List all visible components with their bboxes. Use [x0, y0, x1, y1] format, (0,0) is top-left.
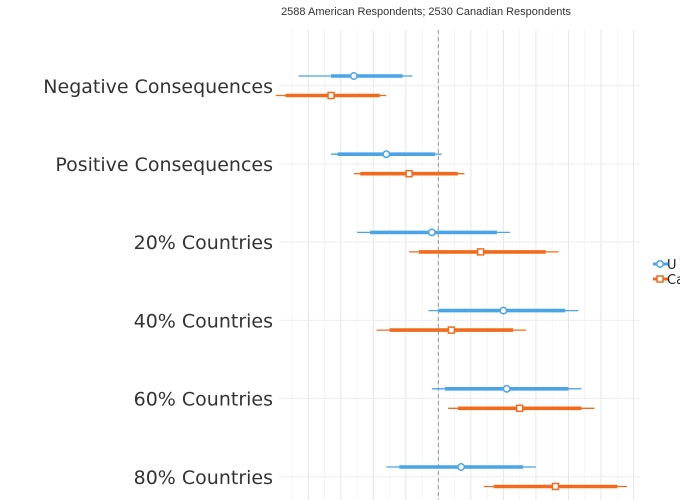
legend-label: U: [667, 258, 677, 273]
category-label: 80% Countries: [134, 467, 273, 489]
estimate-point: [447, 326, 456, 334]
estimate-point: [382, 150, 391, 159]
estimate-point: [457, 463, 466, 471]
category-labels: Negative Consequences Positive Consequenc…: [43, 76, 273, 489]
category-label: 60% Countries: [134, 389, 273, 411]
chart-subtitle: 2588 American Respondents; 2530 Canadian…: [281, 6, 571, 18]
estimate-point: [502, 384, 511, 393]
legend-label: Ca: [667, 273, 680, 288]
estimate-point: [476, 248, 485, 256]
category-label: 20% Countries: [134, 232, 273, 254]
legend-marker: [656, 275, 664, 283]
legend: UCa: [653, 258, 680, 288]
category-label: Positive Consequences: [55, 154, 273, 176]
category-label: Negative Consequences: [43, 76, 273, 98]
estimate-point: [349, 72, 358, 80]
estimate-point: [327, 91, 335, 100]
marks: [275, 72, 627, 491]
grid: [279, 30, 640, 500]
estimate-point: [515, 404, 524, 413]
estimate-point: [499, 306, 508, 315]
estimate-point: [427, 228, 436, 237]
estimate-point: [551, 482, 560, 491]
estimate-point: [405, 169, 413, 178]
legend-marker: [656, 260, 664, 268]
category-label: 40% Countries: [134, 310, 273, 332]
